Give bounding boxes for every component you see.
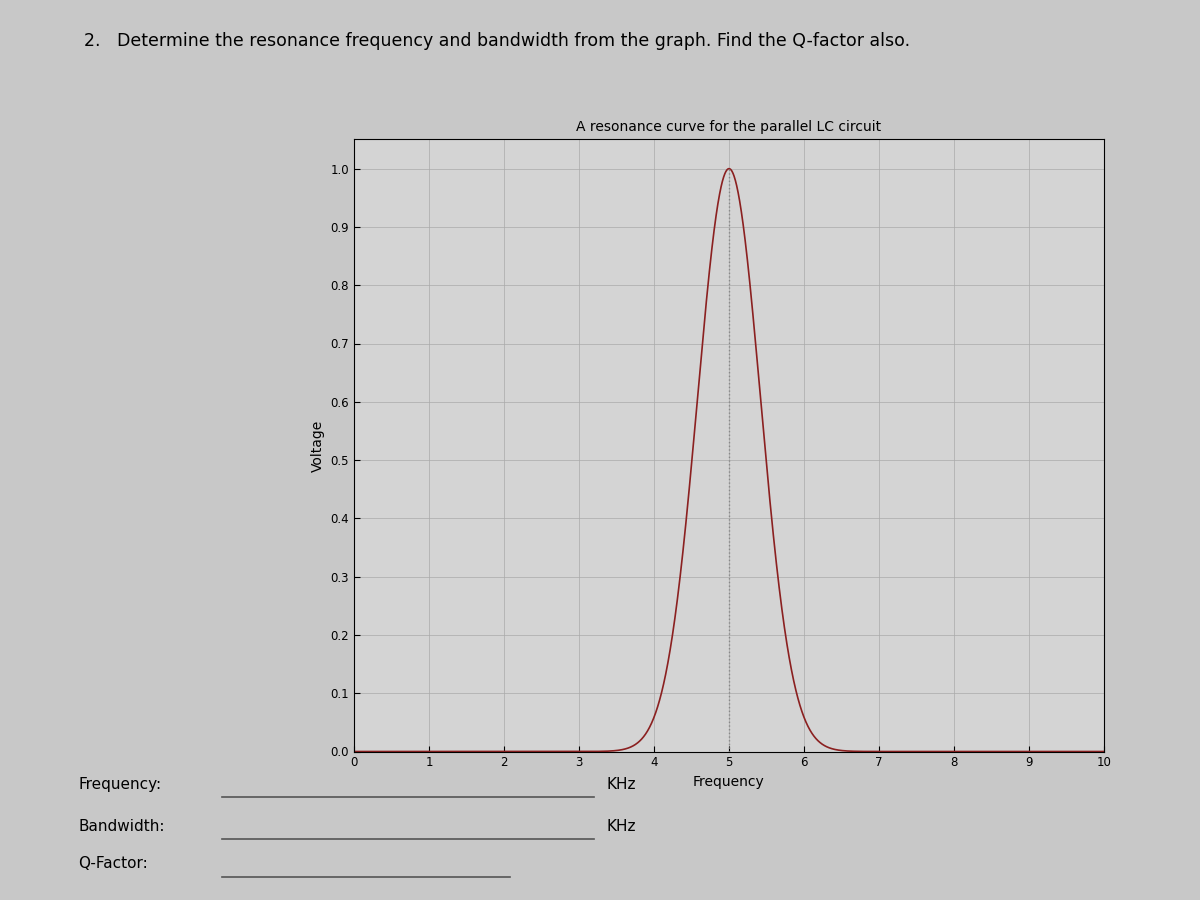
Y-axis label: Voltage: Voltage — [311, 419, 325, 472]
Text: Frequency:: Frequency: — [78, 778, 161, 792]
Text: KHz: KHz — [606, 778, 636, 792]
Text: KHz: KHz — [606, 819, 636, 833]
Text: Bandwidth:: Bandwidth: — [78, 819, 164, 833]
Title: A resonance curve for the parallel LC circuit: A resonance curve for the parallel LC ci… — [576, 121, 882, 134]
Text: 2.   Determine the resonance frequency and bandwidth from the graph. Find the Q-: 2. Determine the resonance frequency and… — [84, 32, 910, 50]
Text: Q-Factor:: Q-Factor: — [78, 857, 148, 871]
X-axis label: Frequency: Frequency — [694, 775, 764, 789]
